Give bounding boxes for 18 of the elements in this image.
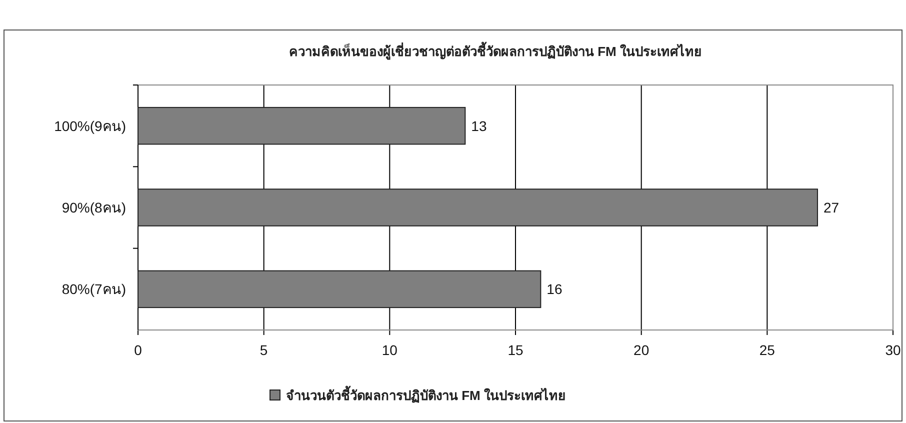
data-label: 16 [546, 281, 562, 298]
x-tick-label: 10 [382, 342, 398, 358]
x-tick-label: 0 [134, 342, 142, 358]
bar [138, 270, 542, 308]
x-tick-label: 30 [885, 342, 901, 358]
bar [138, 106, 466, 145]
x-tick-label: 15 [508, 342, 524, 358]
y-tick-label: 80%(7คน) [62, 281, 126, 298]
data-label: 27 [824, 200, 840, 216]
chart-title: ความคิดเห็นของผู้เชี่ยวชาญต่อตัวชี้วัดผลการปฏิบัติงาน FM ในประเทศไทย [289, 41, 702, 60]
bar [138, 188, 818, 226]
data-label: 13 [471, 118, 487, 134]
x-tick-label: 20 [634, 342, 650, 358]
y-tick-label: 90%(8คน) [62, 200, 126, 216]
y-tick-label: 100%(9คน) [54, 118, 126, 134]
x-tick-label: 5 [260, 342, 268, 358]
legend-label: จำนวนตัวชี้วัดผลการปฏิบัติงาน FM ในประเทศไทย [286, 385, 566, 404]
x-tick-label: 25 [759, 342, 776, 358]
